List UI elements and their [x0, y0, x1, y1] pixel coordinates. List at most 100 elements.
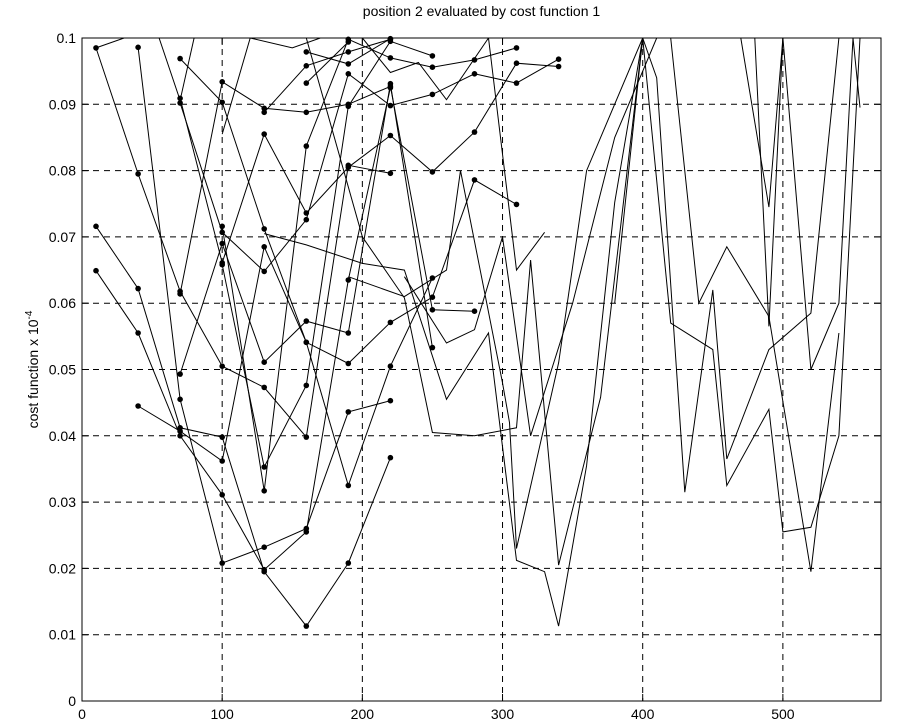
series-line: [403, 38, 658, 436]
data-point: [303, 143, 310, 149]
data-point: [219, 99, 225, 106]
data-point: [303, 49, 310, 55]
data-point: [429, 344, 436, 351]
series-line-with-markers: [263, 38, 391, 113]
x-tick-label: 100: [210, 706, 234, 722]
data-point: [177, 396, 183, 403]
data-point: [219, 223, 225, 230]
data-point: [345, 164, 352, 171]
y-tick-label: 0.08: [49, 163, 76, 179]
x-tick-label: 400: [631, 706, 655, 722]
data-point: [429, 307, 436, 313]
y-axis-label-exponent: -4: [24, 310, 35, 319]
data-point: [429, 169, 436, 175]
data-point: [387, 454, 394, 461]
x-tick-label: 200: [351, 706, 375, 722]
data-point: [345, 409, 352, 415]
data-point: [387, 319, 394, 326]
data-point: [387, 55, 394, 61]
series-line: [754, 38, 797, 327]
series-line: [740, 38, 861, 370]
data-point: [261, 131, 268, 137]
x-tick-label: 0: [78, 706, 86, 722]
data-point: [471, 129, 478, 135]
data-point: [135, 44, 141, 51]
y-tick-label: 0.09: [49, 96, 76, 112]
data-point: [93, 223, 99, 230]
series-line-with-markers: [95, 47, 391, 439]
data-point: [429, 91, 436, 98]
chart-title: position 2 evaluated by cost function 1: [363, 3, 601, 19]
series-markers: [93, 35, 562, 629]
data-point: [261, 105, 268, 112]
y-tick-label: 0.01: [49, 627, 76, 643]
y-tick-label: 0.06: [49, 295, 76, 311]
data-point: [513, 60, 520, 66]
data-point: [555, 56, 562, 62]
data-point: [513, 80, 520, 86]
data-point: [135, 171, 141, 177]
series-line: [614, 38, 860, 493]
data-point: [513, 45, 520, 51]
y-tick-label: 0.03: [49, 494, 76, 510]
y-axis-ticks: 0 0.01 0.02 0.03 0.04 0.05 0.06 0.07 0.08 0.09 0.1: [49, 30, 881, 709]
data-point: [513, 201, 520, 208]
data-point: [303, 434, 310, 440]
data-point: [219, 240, 225, 247]
data-point: [303, 80, 310, 86]
data-point: [345, 330, 352, 336]
data-point: [303, 63, 310, 69]
series-line: [305, 38, 644, 566]
data-point: [261, 268, 268, 275]
data-point: [303, 525, 310, 532]
series-line-with-markers: [137, 245, 433, 488]
series-lines: [95, 38, 861, 627]
data-point: [387, 102, 394, 109]
data-point: [471, 177, 478, 183]
series-line-with-markers: [221, 40, 433, 469]
data-point: [219, 363, 225, 370]
data-point: [219, 79, 225, 85]
y-axis-label-text: cost function x 10: [25, 319, 41, 428]
data-point: [345, 360, 352, 367]
data-point: [177, 433, 183, 439]
data-point: [219, 229, 225, 236]
x-axis-ticks: 0 100 200 300 400 500: [78, 38, 795, 722]
data-point: [219, 492, 225, 498]
data-point: [387, 132, 394, 139]
data-point: [303, 210, 310, 216]
y-tick-label: 0.02: [49, 560, 76, 576]
data-point: [429, 294, 436, 301]
data-point: [303, 318, 310, 324]
series-line-with-markers: [95, 87, 391, 571]
data-point: [177, 100, 183, 106]
x-tick-label: 500: [771, 706, 795, 722]
data-point: [135, 403, 141, 409]
data-point: [387, 363, 394, 370]
data-point: [429, 275, 436, 281]
data-point: [261, 226, 268, 232]
data-point: [261, 488, 268, 494]
data-point: [345, 560, 352, 566]
data-point: [261, 384, 268, 391]
data-point: [177, 55, 183, 62]
series-line-with-markers: [305, 41, 349, 84]
data-point: [219, 434, 225, 440]
data-point: [471, 71, 478, 77]
y-tick-label: 0: [68, 693, 76, 709]
series-line-with-markers: [221, 38, 517, 491]
data-point: [387, 80, 394, 87]
data-point: [219, 560, 225, 566]
data-point: [345, 61, 352, 67]
data-point: [135, 330, 141, 336]
data-point: [387, 35, 394, 42]
y-axis-label: cost function x 10-4: [24, 310, 41, 428]
series-line: [642, 38, 861, 533]
data-point: [261, 544, 268, 550]
series-line-with-markers: [179, 58, 559, 273]
data-point: [93, 267, 99, 274]
series-line: [348, 38, 644, 549]
y-tick-label: 0.05: [49, 362, 76, 378]
